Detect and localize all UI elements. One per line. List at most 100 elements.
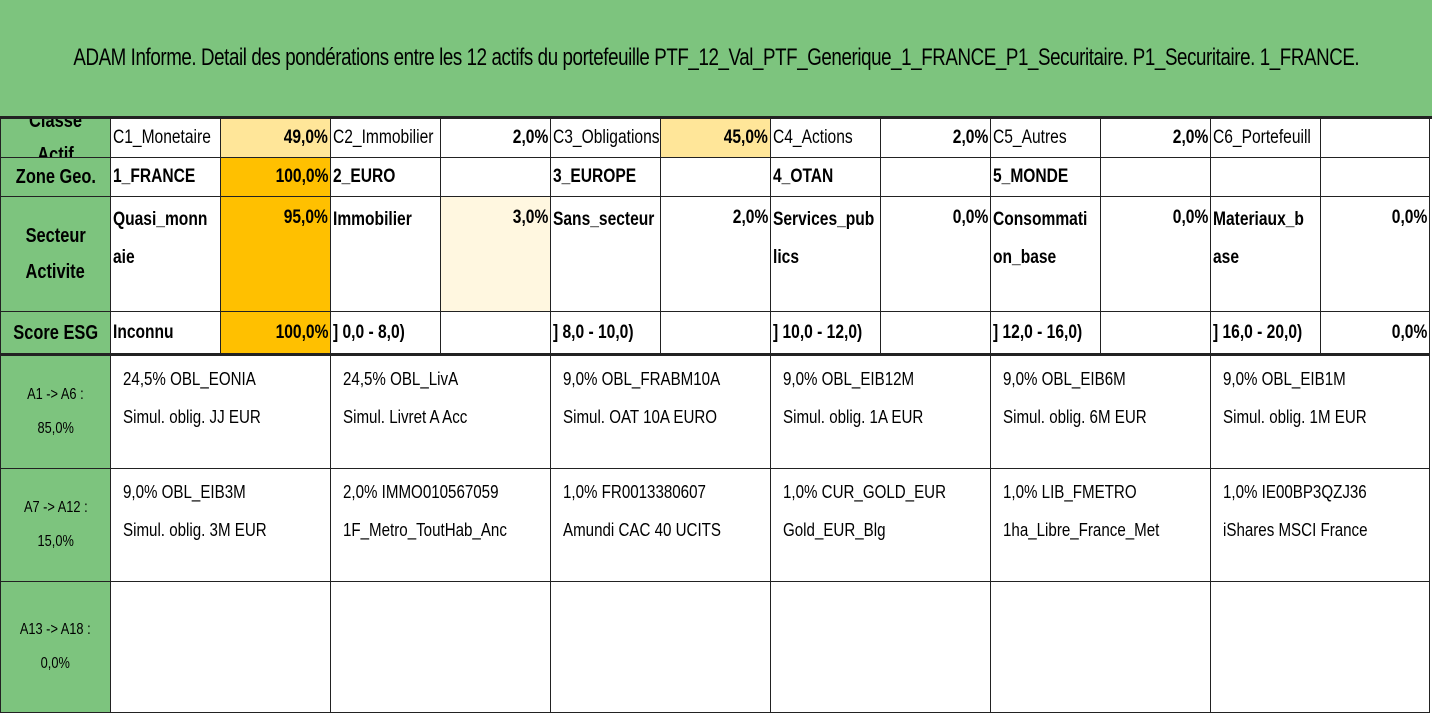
classe-label-text: C2_Immobilier	[333, 127, 434, 148]
asset-description	[123, 624, 297, 662]
classe-value-text: 49,0%	[283, 127, 328, 148]
asset-weight-code	[783, 586, 957, 624]
assets-range-label: A7 -> A12 :	[23, 499, 88, 516]
zone-label-4: 4_OTAN	[770, 158, 880, 197]
asset-description: Simul. oblig. 1M EUR	[1223, 407, 1367, 427]
secteur-label-line2: ase	[1213, 247, 1239, 268]
asset-cell	[990, 582, 1210, 713]
assets-row-1: A1 -> A6 : 85,0% 24,5% OBL_EONIA Simul. obl…	[0, 356, 1432, 469]
classe-value-3: 45,0%	[660, 119, 770, 158]
classe-label-1: C1_Monetaire	[110, 119, 220, 158]
asset-cell: 9,0% OBL_FRABM10A Simul. OAT 10A EURO	[550, 356, 770, 469]
zone-label-text: 1_FRANCE	[113, 166, 196, 187]
zone-value-5	[1100, 158, 1210, 197]
secteur-value-text: 0,0%	[952, 207, 988, 228]
asset-description: 1ha_Libre_France_Met	[1003, 520, 1160, 540]
classe-label-5: C5_Autres	[990, 119, 1100, 158]
zone-header: Zone Geo.	[0, 158, 110, 197]
asset-weight-code	[1223, 586, 1396, 624]
classe-label-6: C6_Portefeuill	[1210, 119, 1320, 158]
secteur-value-text: 2,0%	[732, 207, 768, 228]
classe-value-6	[1320, 119, 1430, 158]
asset-weight-code: 1,0% CUR_GOLD_EUR	[783, 482, 947, 502]
assets-row-2: A7 -> A12 : 15,0% 9,0% OBL_EIB3M Simul. obl…	[0, 469, 1432, 582]
asset-cell: 1,0% LIB_FMETRO 1ha_Libre_France_Met	[990, 469, 1210, 582]
zone-value-4	[880, 158, 990, 197]
asset-weight-code: 24,5% OBL_EONIA	[123, 369, 256, 389]
zone-value-3	[660, 158, 770, 197]
asset-weight-code: 1,0% LIB_FMETRO	[1003, 482, 1137, 502]
asset-weight-code	[123, 586, 297, 624]
secteur-value-1: 95,0%	[220, 197, 330, 312]
asset-cell	[110, 582, 330, 713]
secteur-label-line1: Consommati	[993, 209, 1088, 230]
esg-value-6: 0,0%	[1320, 312, 1430, 356]
asset-weight-code	[563, 586, 737, 624]
asset-cell: 24,5% OBL_EONIA Simul. oblig. JJ EUR	[110, 356, 330, 469]
asset-cell: 9,0% OBL_EIB3M Simul. oblig. 3M EUR	[110, 469, 330, 582]
classe-value-2: 2,0%	[440, 119, 550, 158]
zone-label-5: 5_MONDE	[990, 158, 1100, 197]
classe-value-5: 2,0%	[1100, 119, 1210, 158]
secteur-label-4: Services_pub lics	[770, 197, 880, 312]
secteur-value-text: 0,0%	[1391, 207, 1427, 228]
asset-cell: 1,0% CUR_GOLD_EUR Gold_EUR_Blg	[770, 469, 990, 582]
secteur-value-text: 0,0%	[1172, 207, 1208, 228]
asset-weight-code: 9,0% OBL_EIB1M	[1223, 369, 1346, 389]
zone-label-text: 2_EURO	[333, 166, 396, 187]
esg-row: Score ESG Inconnu 100,0%] 0,0 - 8,0)] 8,0 …	[0, 312, 1432, 356]
zone-label-6	[1210, 158, 1320, 197]
classe-label-2: C2_Immobilier	[330, 119, 440, 158]
esg-label-4: ] 10,0 - 12,0)	[770, 312, 880, 356]
asset-cell: 9,0% OBL_EIB12M Simul. oblig. 1A EUR	[770, 356, 990, 469]
asset-cell: 9,0% OBL_EIB6M Simul. oblig. 6M EUR	[990, 356, 1210, 469]
secteur-header-line1: Secteur	[25, 225, 86, 247]
classe-value-text: 2,0%	[952, 127, 988, 148]
secteur-label-line1: Immobilier	[333, 209, 412, 230]
secteur-value-text: 95,0%	[283, 207, 328, 228]
secteur-label-line2: aie	[113, 247, 135, 268]
asset-description	[1003, 624, 1177, 662]
zone-row: Zone Geo. 1_FRANCE 100,0% 2_EURO 3_EUROPE 4_O…	[0, 158, 1432, 197]
assets-row-3: A13 -> A18 : 0,0%	[0, 582, 1432, 713]
esg-label-5: ] 12,0 - 16,0)	[990, 312, 1100, 356]
asset-description: Simul. oblig. JJ EUR	[123, 407, 261, 427]
asset-description: Simul. Livret A Acc	[343, 407, 468, 427]
classe-label-text: C1_Monetaire	[113, 127, 211, 148]
asset-cell	[330, 582, 550, 713]
zone-value-text: 100,0%	[275, 166, 328, 187]
secteur-label-6: Materiaux_b ase	[1210, 197, 1320, 312]
asset-cell: 24,5% OBL_LivA Simul. Livret A Acc	[330, 356, 550, 469]
esg-value-5	[1100, 312, 1210, 356]
zone-value-1: 100,0%	[220, 158, 330, 197]
esg-label-2: ] 0,0 - 8,0)	[330, 312, 440, 356]
asset-cell: 9,0% OBL_EIB1M Simul. oblig. 1M EUR	[1210, 356, 1430, 469]
classe-label-text: C3_Obligations	[553, 127, 660, 148]
secteur-value-3: 2,0%	[660, 197, 770, 312]
asset-weight-code: 1,0% FR0013380607	[563, 482, 706, 502]
esg-label-text: ] 0,0 - 8,0)	[333, 321, 405, 343]
asset-cell	[770, 582, 990, 713]
secteur-header: Secteur Activite	[0, 197, 110, 312]
asset-description	[343, 624, 517, 662]
zone-header-label: Zone Geo.	[15, 166, 96, 188]
classe-value-4: 2,0%	[880, 119, 990, 158]
secteur-label-line1: Services_pub	[773, 209, 875, 230]
zone-label-text: 3_EUROPE	[553, 166, 637, 187]
zone-label-text: 5_MONDE	[993, 166, 1069, 187]
classe-value-text: 2,0%	[1172, 127, 1208, 148]
secteur-label-line1: Quasi_monn	[113, 209, 208, 230]
asset-description: Gold_EUR_Blg	[783, 520, 886, 540]
classe-label-text: C6_Portefeuill	[1213, 127, 1311, 148]
zone-label-1: 1_FRANCE	[110, 158, 220, 197]
asset-weight-code: 2,0% IMMO010567059	[343, 482, 499, 502]
classe-header-label: Classe Actif	[29, 119, 82, 158]
asset-weight-code: 9,0% OBL_EIB12M	[783, 369, 915, 389]
zone-value-6	[1320, 158, 1430, 197]
secteur-label-line1: Sans_secteur	[553, 209, 655, 230]
classe-label-4: C4_Actions	[770, 119, 880, 158]
assets-range-weight: 15,0%	[37, 533, 74, 550]
secteur-value-6: 0,0%	[1320, 197, 1430, 312]
classe-label-3: C3_Obligations	[550, 119, 660, 158]
